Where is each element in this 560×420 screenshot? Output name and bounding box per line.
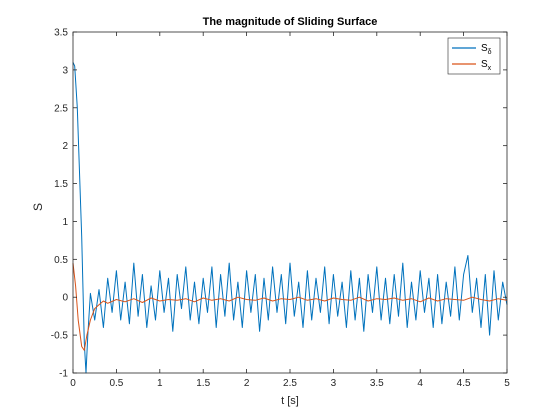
ticks-layer: 0 0.5 1 1.5 2 2.5 3 3.5 4 4.5 5 -1 -0.5 0 0.5 1 1.5 2 2.5 3… — [51, 28, 510, 390]
y-tick-label: -0.5 — [51, 331, 69, 342]
y-tick-label: -1 — [59, 369, 68, 380]
plot-area — [73, 32, 507, 373]
y-tick-label: 3 — [62, 65, 68, 76]
x-tick-label: 5 — [504, 378, 510, 389]
x-tick-label: 4.5 — [457, 378, 471, 389]
x-tick-label: 1.5 — [196, 378, 210, 389]
legend: Sδ Sx — [447, 37, 501, 75]
y-tick-label: 0.5 — [54, 255, 68, 266]
legend-label-s-x: Sx — [481, 59, 492, 72]
y-tick-label: 1 — [62, 217, 68, 228]
legend-subscript-s-x: x — [488, 65, 492, 72]
y-tick-label: 0 — [62, 293, 68, 304]
x-axis-label: t [s] — [281, 395, 299, 407]
series-line-s-x — [72, 263, 508, 351]
legend-name-s-x: S — [481, 59, 488, 70]
y-tick-label: 1.5 — [54, 179, 68, 190]
x-tick-label: 3 — [331, 378, 337, 389]
y-tick-label: 3.5 — [54, 28, 68, 39]
legend-box — [447, 37, 501, 75]
x-tick-label: 0.5 — [109, 378, 123, 389]
legend-subscript-s-delta: δ — [488, 49, 492, 56]
chart-title: The magnitude of Sliding Surface — [203, 16, 378, 28]
series-layer — [72, 62, 508, 374]
x-tick-label: 2.5 — [283, 378, 297, 389]
y-axis-label: S — [31, 203, 45, 211]
x-tick-label: 4 — [417, 378, 423, 389]
y-tick-label: 2 — [62, 141, 68, 152]
legend-label-s-delta: Sδ — [481, 43, 492, 56]
x-tick-label: 2 — [244, 378, 250, 389]
legend-name-s-delta: S — [481, 43, 488, 54]
x-tick-label: 1 — [157, 378, 163, 389]
x-tick-label: 3.5 — [370, 378, 384, 389]
x-tick-label: 0 — [70, 378, 76, 389]
y-tick-label: 2.5 — [54, 103, 68, 114]
